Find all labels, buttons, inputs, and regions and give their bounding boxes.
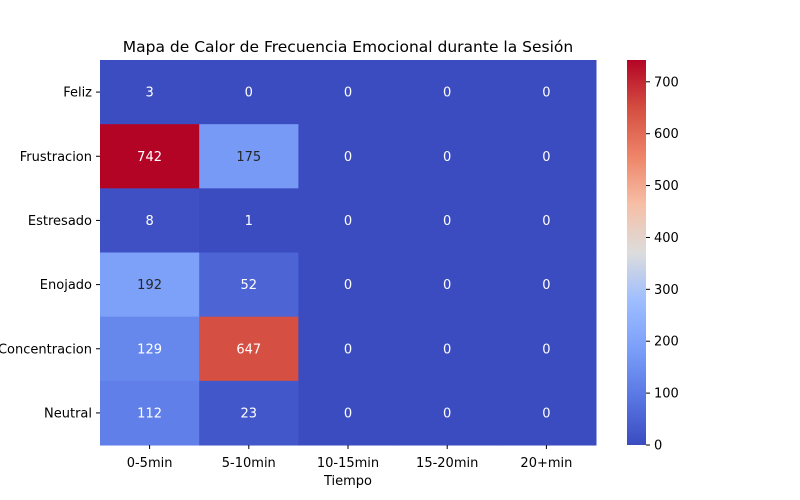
cell-value-label: 0	[542, 214, 550, 229]
heatmap-cell	[298, 124, 399, 189]
cell-value-label: 0	[443, 86, 451, 101]
cell-labels: 3 0 0 0 0 742 175 0 0 0 8 1 0 0 0 192 52 0 0 0 129 647 0 0 0 112 2…	[137, 86, 550, 422]
cell-value-label: 0	[542, 342, 550, 357]
cell-value-label: 0	[344, 342, 352, 357]
cell-value-label: 23	[241, 406, 258, 421]
cell-value-label: 8	[145, 214, 153, 229]
heatmap-cell	[397, 316, 498, 382]
heatmap-cell	[100, 188, 200, 254]
heatmap-cell	[199, 316, 299, 382]
heatmap-cell	[298, 252, 399, 318]
y-tick-label: Frustracion	[20, 150, 92, 165]
heatmap-cell	[496, 60, 597, 125]
heatmap-cell	[397, 188, 498, 254]
cell-value-label: 0	[245, 86, 253, 101]
cell-value-label: 0	[344, 214, 352, 229]
x-tick-label: 10-15min	[317, 456, 379, 471]
cell-value-label: 192	[137, 278, 162, 293]
cell-value-label: 742	[137, 150, 162, 165]
cell-value-label: 0	[443, 278, 451, 293]
heatmap-cell	[298, 316, 399, 382]
cell-value-label: 0	[344, 86, 352, 101]
x-axis-label: Tiempo	[323, 474, 372, 489]
cell-value-label: 0	[344, 406, 352, 421]
heatmap-cell	[496, 380, 597, 446]
colorbar-tick-label: 200	[654, 335, 679, 350]
heatmap-cell	[496, 188, 597, 254]
cell-value-label: 52	[241, 278, 258, 293]
heatmap-cell	[496, 124, 597, 189]
x-tick-label: 20+min	[520, 456, 572, 471]
heatmap-cell	[397, 60, 498, 125]
y-tick-label: Neutral	[44, 406, 92, 421]
heatmap-cell	[397, 124, 498, 189]
cell-value-label: 0	[443, 342, 451, 357]
chart-title: Mapa de Calor de Frecuencia Emocional du…	[123, 38, 573, 56]
heatmap-cell	[199, 60, 299, 125]
cell-value-label: 129	[137, 342, 162, 357]
x-tick-label: 0-5min	[127, 456, 173, 471]
y-tick-label: Enojado	[40, 278, 92, 293]
cell-value-label: 0	[344, 150, 352, 165]
cell-value-label: 175	[236, 150, 261, 165]
cell-value-label: 0	[443, 214, 451, 229]
y-tick-label: Estresado	[28, 214, 92, 229]
colorbar-tick-label: 100	[654, 387, 679, 402]
heatmap-cell	[199, 252, 299, 318]
y-tick-label: Concentracion	[0, 342, 92, 357]
colorbar-tick-label: 0	[654, 439, 662, 454]
heatmap-cell	[199, 124, 299, 189]
heatmap-cell	[100, 316, 200, 382]
heatmap-cell	[298, 188, 399, 254]
colorbar	[627, 60, 646, 445]
heatmap-cell	[100, 252, 200, 318]
y-tick-label: Feliz	[63, 86, 92, 101]
cell-value-label: 0	[542, 278, 550, 293]
x-axis: 0-5min 5-10min 10-15min 15-20min 20+min	[127, 445, 572, 471]
colorbar-tick-label: 700	[654, 75, 679, 90]
heatmap-cell	[397, 380, 498, 446]
heatmap-cell	[199, 380, 299, 446]
heatmap-cell	[100, 60, 200, 125]
cell-value-label: 1	[245, 214, 253, 229]
heatmap-cells	[100, 60, 597, 446]
colorbar-tick-label: 600	[654, 127, 679, 142]
heatmap-cell	[100, 380, 200, 446]
heatmap-cell	[199, 188, 299, 254]
heatmap-cell	[298, 60, 399, 125]
x-tick-label: 15-20min	[416, 456, 478, 471]
y-axis: Feliz Frustracion Estresado Enojado Concentr…	[0, 86, 100, 421]
cell-value-label: 0	[542, 150, 550, 165]
cell-value-label: 0	[443, 406, 451, 421]
colorbar-tick-label: 400	[654, 231, 679, 246]
colorbar-tick-label: 300	[654, 283, 679, 298]
cell-value-label: 0	[443, 150, 451, 165]
cell-value-label: 0	[542, 86, 550, 101]
cell-value-label: 647	[236, 342, 261, 357]
heatmap-cell	[100, 124, 200, 189]
x-tick-label: 5-10min	[222, 456, 276, 471]
colorbar-ticks: 0 100 200 300 400 500 600 700	[646, 75, 679, 454]
heatmap-cell	[397, 252, 498, 318]
heatmap-cell	[298, 380, 399, 446]
cell-value-label: 0	[542, 406, 550, 421]
cell-value-label: 112	[137, 406, 162, 421]
cell-value-label: 0	[344, 278, 352, 293]
heatmap-cell	[496, 252, 597, 318]
colorbar-tick-label: 500	[654, 179, 679, 194]
cell-value-label: 3	[145, 86, 153, 101]
heatmap-cell	[496, 316, 597, 382]
